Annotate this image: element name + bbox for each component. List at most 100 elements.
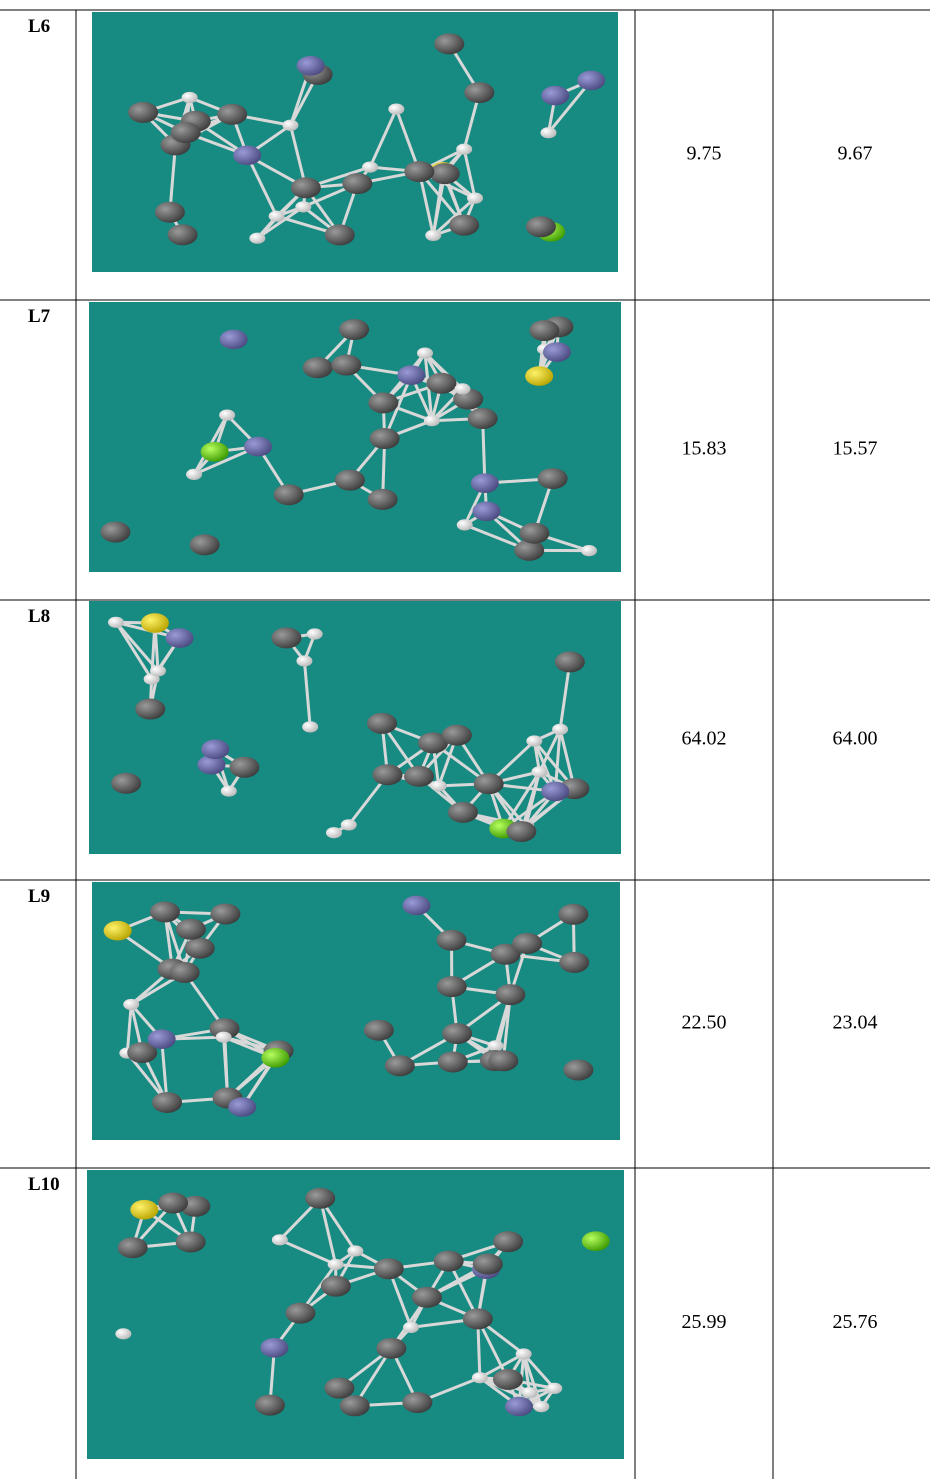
value-cell: 64.02 [682,728,727,750]
atom [368,489,398,510]
atom [170,962,200,983]
atom [431,780,447,791]
value-cell: 64.00 [833,728,878,750]
atom [362,161,378,172]
atom [552,724,568,735]
atom [529,320,559,341]
atom [331,355,361,376]
atom [467,193,483,204]
atom [115,1328,131,1339]
atom [506,821,536,842]
atom [282,120,298,131]
molecule-image [92,882,620,1140]
atom [376,1338,406,1359]
atom [533,1401,549,1412]
molecule-image [89,302,621,572]
atom [295,201,311,212]
atom [168,224,198,245]
atom [488,1050,518,1071]
atom [324,1378,354,1399]
atom [367,713,397,734]
atom [339,319,369,340]
atom [404,161,434,182]
atom [244,437,272,457]
atom [340,1395,370,1416]
atom [335,470,365,491]
value-cell: 15.83 [682,438,727,460]
atom [434,1251,464,1272]
atom [260,1338,288,1358]
atom [216,1032,232,1043]
atom [473,501,501,521]
atom [150,665,166,676]
atom [412,1287,442,1308]
table-page: L69.759.67L715.8315.57L864.0264.00L922.5… [0,0,930,1479]
atom [307,628,323,639]
atom [442,725,472,746]
atom [425,230,441,241]
atom [493,1231,523,1252]
atom [448,802,478,823]
molecule-image [89,601,621,854]
atom [141,613,169,633]
atom [526,216,556,237]
atom [558,904,588,925]
atom [135,699,165,720]
atom [404,766,434,787]
atom [261,1048,289,1068]
atom [522,1387,538,1398]
atom [474,773,504,794]
atom [228,1097,256,1117]
value-cell: 25.99 [682,1311,727,1333]
atom [538,468,568,489]
atom [190,534,220,555]
atom [434,33,464,54]
atom [274,484,304,505]
atom [468,408,498,429]
atom [185,938,215,959]
atom [437,930,467,951]
atom [385,1055,415,1076]
atom [297,56,325,76]
atom [233,146,261,166]
atom [269,211,285,222]
atom [471,473,499,493]
atom [457,519,473,530]
atom [505,1397,533,1417]
atom [255,1395,285,1416]
atom [166,628,194,648]
atom [463,1308,493,1329]
ligand-label: L8 [28,606,50,627]
atom [368,392,398,413]
atom [176,919,206,940]
atom [403,896,431,916]
atom [516,1348,532,1359]
atom [402,1392,432,1413]
atom [424,415,440,426]
atom [582,1231,610,1251]
value-cell: 25.76 [833,1311,878,1333]
atom [342,173,372,194]
atom [326,827,342,838]
ligand-label: L6 [28,16,50,37]
atom [388,104,404,115]
atom [176,1231,206,1252]
atom [128,102,158,123]
atom [152,1092,182,1113]
value-cell: 23.04 [833,1012,878,1034]
atom [493,1369,523,1390]
atom [201,740,229,760]
atom [285,1303,315,1324]
atom [577,71,605,91]
value-cell: 15.57 [833,438,878,460]
atom [186,469,202,480]
atom [171,122,201,143]
atom [104,921,132,941]
atom [150,901,180,922]
atom [249,233,265,244]
atom [442,1023,472,1044]
atom [148,1029,176,1049]
atom [296,655,312,666]
atom [559,952,589,973]
atom [473,1254,503,1275]
